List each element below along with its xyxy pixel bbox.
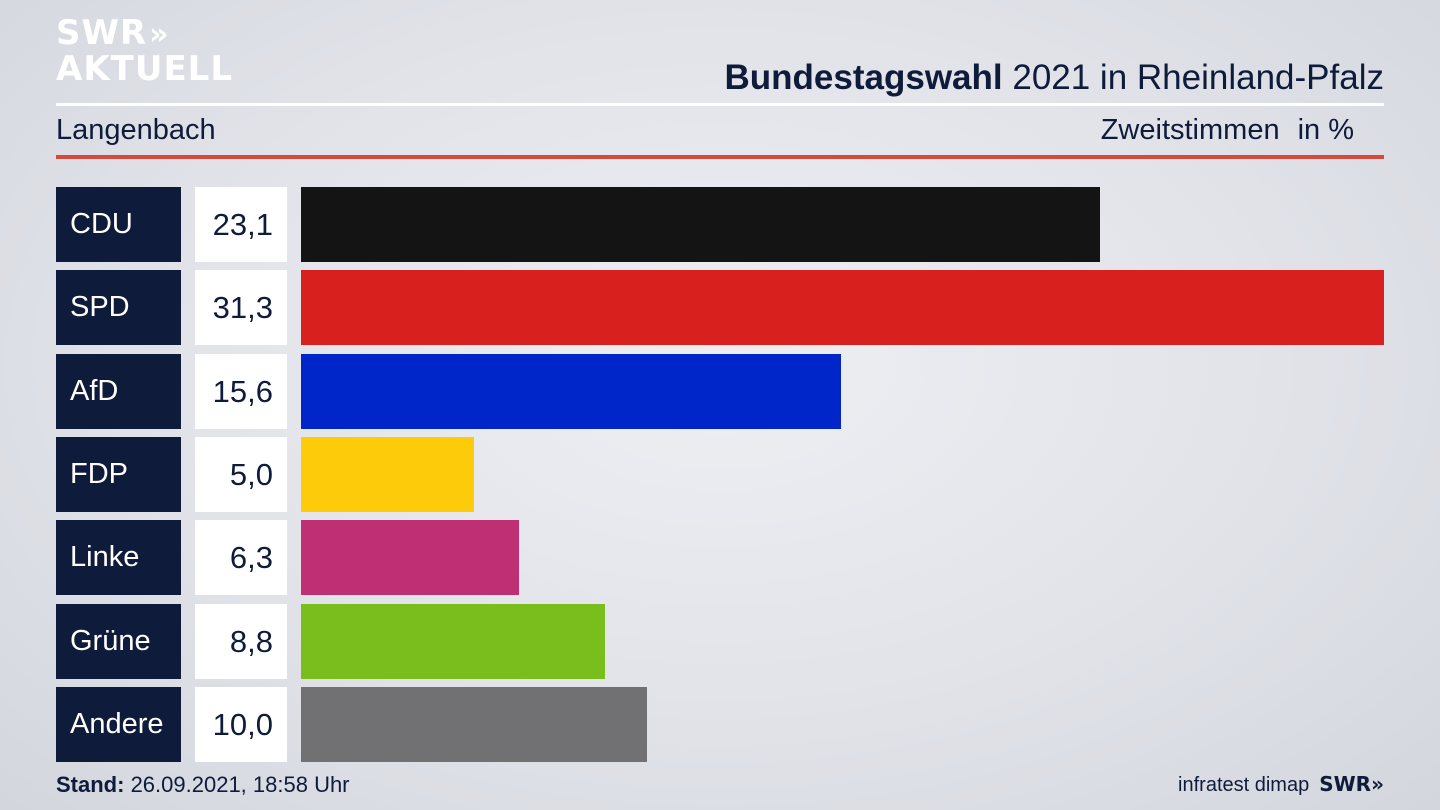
chart-title: Bundestagswahl 2021 in Rheinland-Pfalz [725, 58, 1384, 98]
party-label: CDU [70, 208, 133, 240]
value-label-box: 31,3 [195, 270, 287, 345]
party-label-box: CDU [56, 187, 181, 262]
swr-brand-mark: SWR» [1319, 772, 1384, 796]
logo-aktuell: AKTUELL [56, 49, 234, 89]
accent-divider [56, 155, 1384, 159]
source-credit: infratest dimap SWR» [1178, 772, 1384, 797]
value-label: 10,0 [212, 707, 273, 742]
header-divider [56, 103, 1384, 106]
party-label-box: FDP [56, 437, 181, 512]
measure-text: Zweitstimmen [1100, 114, 1280, 146]
party-label: Linke [70, 541, 140, 573]
bar-spd [301, 270, 1384, 345]
value-label-box: 10,0 [195, 687, 287, 762]
party-label-box: Andere [56, 687, 181, 762]
party-label: FDP [70, 458, 128, 490]
party-label: Andere [70, 708, 164, 740]
bar-afd [301, 354, 841, 429]
bar-andere [301, 687, 647, 762]
value-label-box: 8,8 [195, 604, 287, 679]
value-label-box: 15,6 [195, 354, 287, 429]
measure-label: Zweitstimmen in % [1101, 114, 1354, 147]
bar-grüne [301, 604, 605, 679]
party-label: Grüne [70, 625, 151, 657]
bar-cdu [301, 187, 1100, 262]
title-bold: Bundestagswahl [724, 58, 1003, 97]
timestamp: Stand: 26.09.2021, 18:58 Uhr [56, 772, 350, 798]
bar-linke [301, 520, 519, 595]
party-label-box: Linke [56, 520, 181, 595]
value-label: 6,3 [229, 540, 273, 575]
value-label: 15,6 [212, 374, 273, 409]
value-label-box: 5,0 [195, 437, 287, 512]
unit-text: in % [1297, 114, 1354, 146]
stand-value: 26.09.2021, 18:58 Uhr [124, 772, 350, 797]
bar-fdp [301, 437, 474, 512]
stand-label: Stand: [56, 772, 125, 797]
party-label: AfD [70, 375, 119, 407]
source-text: infratest dimap [1178, 774, 1310, 796]
swr-aktuell-logo: SWR» AKTUELL [56, 16, 233, 86]
value-label: 31,3 [212, 290, 273, 325]
title-rest: 2021 in Rheinland-Pfalz [1002, 58, 1384, 97]
value-label: 5,0 [229, 457, 273, 492]
value-label-box: 23,1 [195, 187, 287, 262]
party-label-box: Grüne [56, 604, 181, 679]
party-label-box: SPD [56, 270, 181, 345]
location-label: Langenbach [56, 114, 216, 146]
chevron-right-icon: » [149, 17, 169, 52]
value-label-box: 6,3 [195, 520, 287, 595]
party-label-box: AfD [56, 354, 181, 429]
logo-swr: SWR» [56, 16, 233, 52]
value-label: 23,1 [212, 207, 273, 242]
logo-swr-text: SWR [56, 13, 148, 53]
value-label: 8,8 [229, 624, 273, 659]
party-label: SPD [70, 291, 130, 323]
